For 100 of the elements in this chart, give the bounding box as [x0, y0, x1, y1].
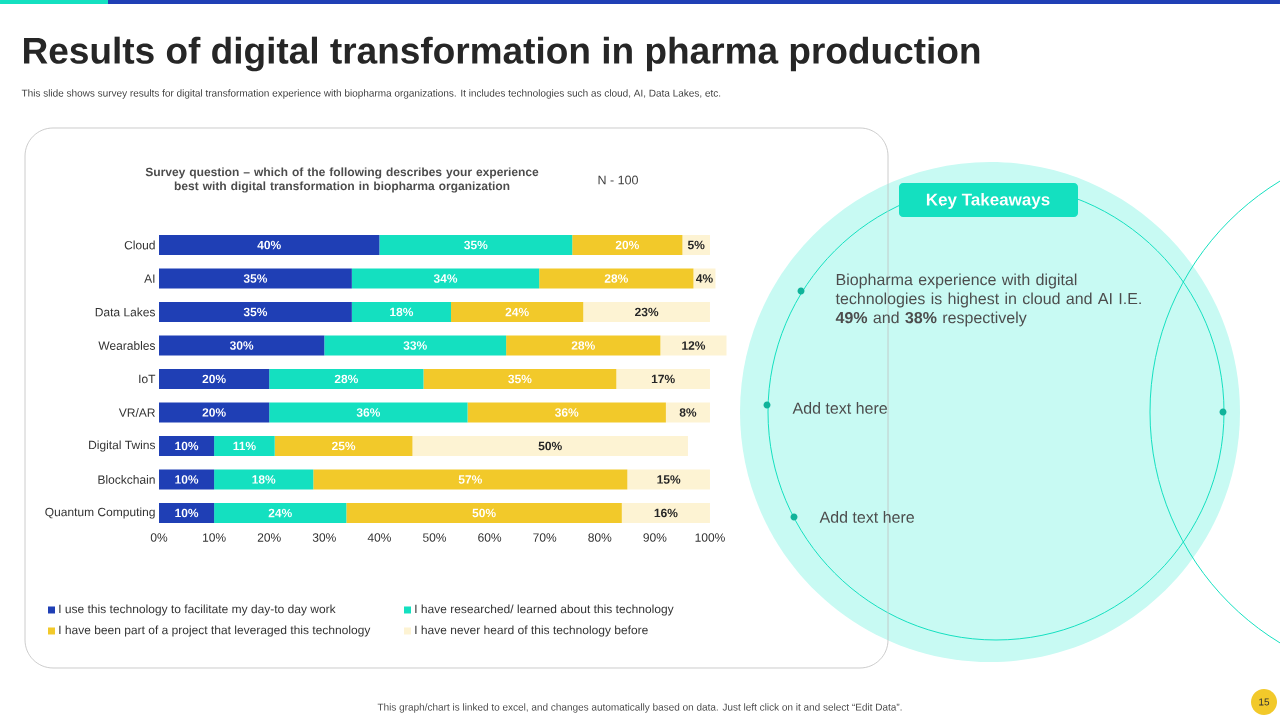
data-label: 4%: [695, 274, 713, 283]
data-label: 24%: [505, 307, 529, 317]
bar: [539, 268, 694, 289]
y-tick-label: Wearables: [98, 341, 156, 350]
bar: [159, 402, 270, 423]
data-label: 5%: [687, 240, 705, 250]
bar: [159, 302, 352, 322]
data-label: 57%: [458, 475, 482, 484]
x-tick-label: 90%: [643, 533, 667, 542]
bar: [274, 435, 413, 456]
text: Biopharma experience with digital technologies is highest in cloud and AI I.E. 49% and 38% respectively: [835, 273, 1141, 327]
text: N - 100: [598, 175, 638, 185]
bar: [214, 435, 275, 456]
bar: [159, 469, 215, 490]
data-label: 35%: [243, 274, 268, 283]
bar: [159, 369, 270, 389]
x-tick-label: 50%: [422, 533, 447, 542]
bar: [351, 268, 540, 289]
bar: [159, 268, 352, 289]
text: Survey question – which of the following describes your experience best with digital transformation in biopharma organization: [145, 167, 539, 193]
x-tick-label: 20%: [257, 533, 281, 542]
data-label: 20%: [202, 374, 226, 384]
bar: [346, 502, 622, 523]
data-label: 35%: [508, 374, 532, 384]
data-label: 50%: [538, 441, 562, 451]
legend-label: I use this technology to facilitate my day-to day work: [59, 604, 336, 616]
bar: [159, 435, 215, 456]
bar: [159, 335, 325, 356]
y-tick-label: AI: [144, 274, 155, 283]
bar: [214, 502, 347, 523]
bar: [451, 302, 584, 322]
bar: [682, 235, 710, 255]
legend-label: I have researched/ learned about this technology: [415, 604, 674, 616]
text: This graph/chart is linked to excel, and changes automatically based on data. Just left click on it and select “Edit Data”.: [377, 703, 902, 713]
data-label: 35%: [243, 307, 268, 317]
text: Add text here: [819, 511, 914, 523]
y-tick-label: Quantum Computing: [45, 507, 155, 519]
data-label: 20%: [615, 240, 640, 250]
bar: [159, 502, 215, 523]
bar: [665, 402, 710, 423]
data-label: 24%: [268, 508, 292, 518]
bar: [269, 402, 468, 423]
data-label: 16%: [654, 508, 678, 518]
x-tick-label: 70%: [533, 533, 557, 542]
data-label: 30%: [229, 341, 254, 350]
bar: [324, 335, 507, 356]
text: Key Takeaways: [926, 193, 1050, 209]
bar: [379, 235, 573, 255]
data-label: 10%: [175, 508, 199, 518]
data-label: 28%: [571, 341, 595, 350]
data-label: 10%: [175, 441, 199, 451]
data-label: 35%: [464, 240, 488, 250]
data-label: 11%: [233, 441, 256, 451]
data-label: 20%: [202, 408, 226, 417]
bar: [467, 402, 666, 423]
bar: [313, 469, 628, 490]
x-tick-label: 10%: [203, 533, 226, 542]
chart-title: Results of digital transformation in pharma production: [24, 36, 980, 72]
bar: [159, 235, 380, 255]
data-label: 28%: [604, 274, 628, 283]
bar: [627, 469, 710, 490]
data-label: 36%: [356, 408, 381, 417]
data-label: 40%: [257, 240, 281, 250]
y-tick-label: Blockchain: [98, 475, 155, 484]
bar: [660, 335, 727, 356]
bar: [572, 235, 683, 255]
data-label: 34%: [433, 274, 458, 283]
bar: [616, 369, 710, 389]
legend-label: I have been part of a project that leveraged this technology: [59, 625, 371, 637]
data-label: 18%: [390, 307, 414, 317]
bar: [621, 502, 710, 523]
data-label: 33%: [403, 341, 427, 350]
data-label: 23%: [635, 307, 659, 317]
y-tick-label: Data Lakes: [95, 307, 156, 317]
legend-label: I have never heard of this technology before: [415, 625, 648, 637]
x-tick-label: 0%: [150, 533, 168, 542]
data-label: 8%: [679, 408, 697, 417]
data-label: 18%: [252, 475, 276, 484]
y-tick-label: Digital Twins: [89, 440, 156, 452]
data-label: 10%: [175, 475, 199, 484]
bar: [506, 335, 661, 356]
text: Add text here: [792, 402, 887, 414]
x-tick-label: 100%: [695, 533, 725, 542]
bar: [214, 469, 314, 490]
data-label: 28%: [334, 374, 359, 384]
text: 15: [1259, 698, 1270, 706]
bar: [351, 302, 452, 322]
data-label: 36%: [555, 408, 579, 417]
bar: [412, 435, 688, 456]
y-tick-label: IoT: [139, 374, 156, 384]
bar: [583, 302, 710, 322]
data-label: 25%: [332, 441, 356, 451]
x-tick-label: 40%: [367, 533, 391, 542]
data-label: 17%: [651, 374, 675, 384]
bar: [269, 369, 424, 389]
data-label: 15%: [657, 475, 681, 484]
x-tick-label: 80%: [588, 533, 612, 542]
y-tick-label: VR/AR: [118, 408, 155, 417]
data-label: 12%: [682, 341, 706, 350]
x-tick-label: 60%: [478, 533, 502, 542]
